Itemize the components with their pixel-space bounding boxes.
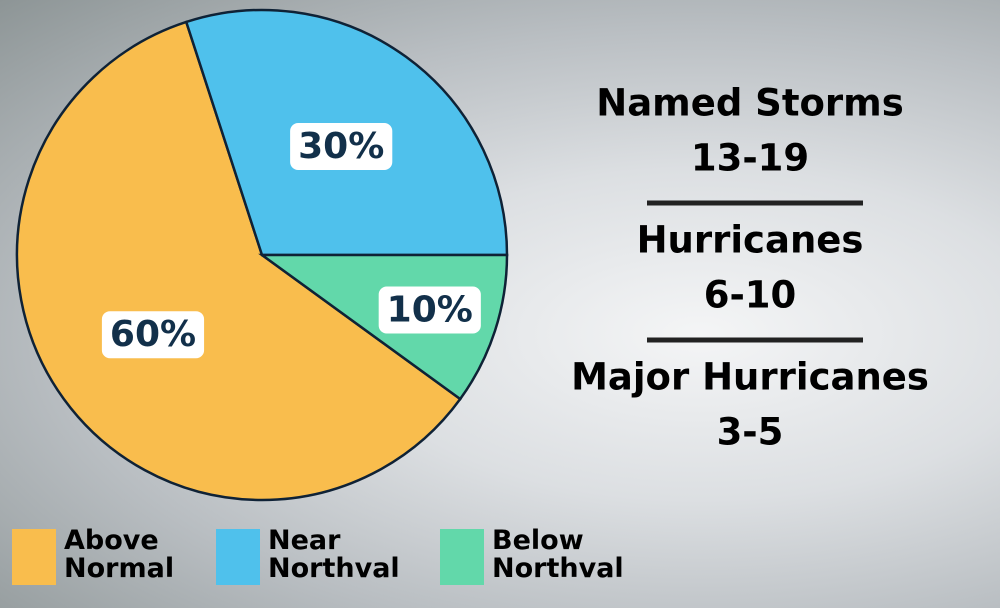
value-label: 30% — [290, 122, 393, 170]
legend-label: Near Northval — [268, 525, 400, 584]
legend-swatch — [12, 529, 56, 585]
value-label: 60% — [101, 311, 205, 359]
legend-label: Above Normal — [64, 525, 175, 584]
legend-item: Below Northval — [440, 527, 632, 585]
value-label-text: 60% — [110, 314, 196, 355]
legend-item: Above Normal — [12, 527, 204, 585]
stat-label: Named Storms — [596, 82, 904, 125]
stat-value: 13-19 — [691, 137, 809, 180]
value-label-box — [101, 311, 205, 359]
stat-label: Hurricanes — [637, 219, 864, 262]
value-label-text: 30% — [298, 126, 384, 167]
stat-value: 6-10 — [704, 274, 797, 317]
value-label: 10% — [378, 286, 481, 334]
stat-label: Major Hurricanes — [571, 356, 929, 399]
legend-item: Near Northval — [216, 527, 408, 585]
legend-label: Below Northval — [492, 525, 624, 584]
value-label-box — [290, 122, 393, 170]
value-label-text: 10% — [387, 290, 473, 331]
value-label-box — [378, 286, 481, 334]
legend-swatch — [216, 529, 260, 585]
legend-swatch — [440, 529, 484, 585]
pie-slice — [15, 20, 462, 502]
stat-value: 3-5 — [717, 411, 784, 454]
